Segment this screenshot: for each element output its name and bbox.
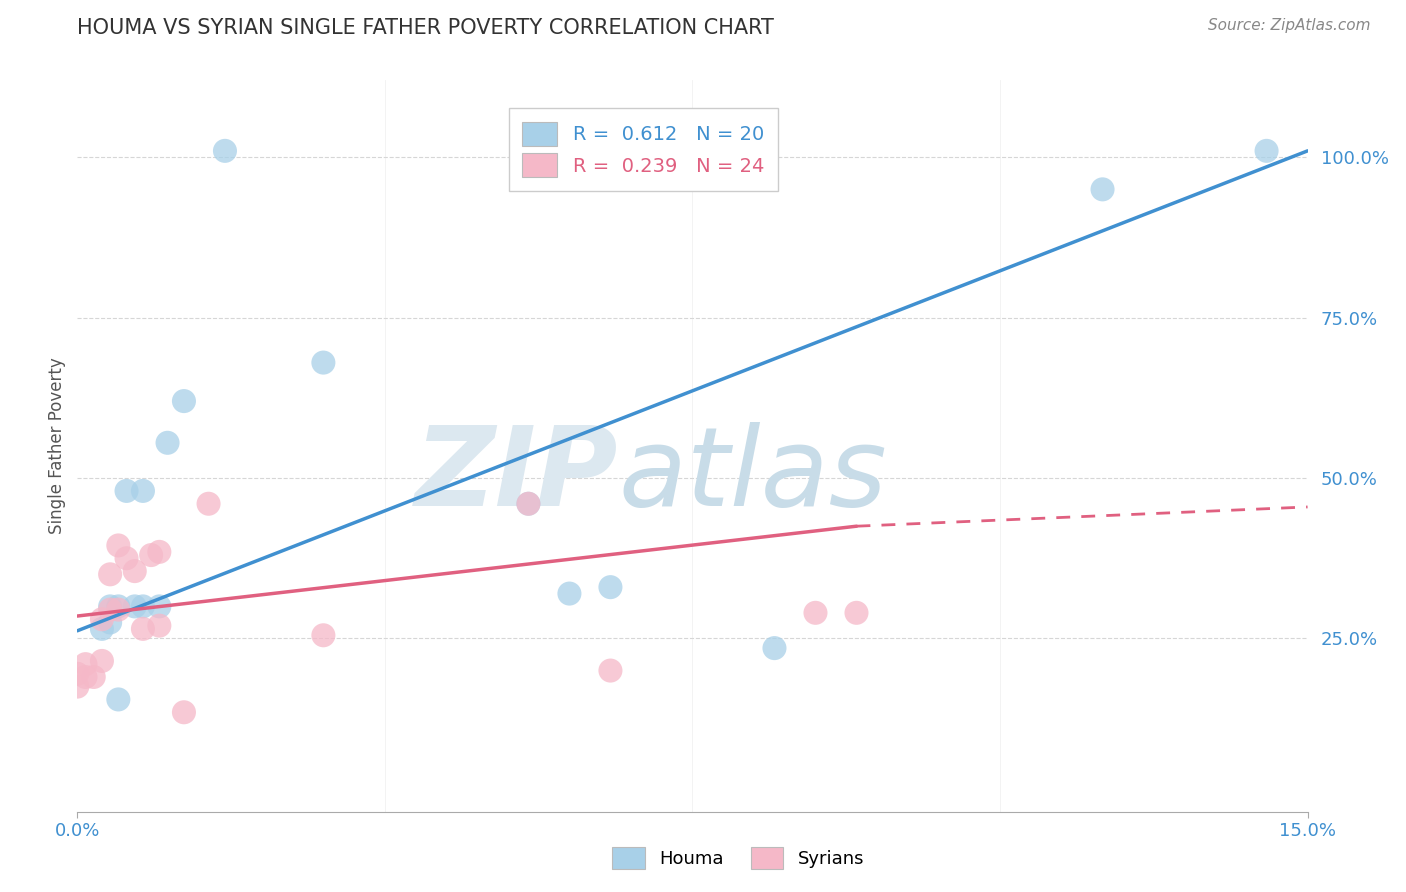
Point [83, 670, 105, 684]
Point [763, 641, 786, 656]
Point [1256, 144, 1278, 158]
Y-axis label: Single Father Poverty: Single Father Poverty [48, 358, 66, 534]
Point [98, 602, 121, 616]
Point [312, 628, 335, 642]
Point [115, 483, 138, 498]
Point [107, 602, 129, 616]
Point [75, 670, 97, 684]
Point [107, 599, 129, 614]
Text: atlas: atlas [619, 422, 887, 529]
Point [124, 599, 146, 614]
Point [98, 615, 121, 630]
Point [804, 606, 827, 620]
Point [132, 599, 155, 614]
Point [148, 545, 170, 559]
Point [66, 680, 89, 694]
Point [558, 586, 581, 600]
Point [312, 355, 335, 369]
Point [66, 666, 89, 681]
Point [845, 606, 868, 620]
Text: HOUMA VS SYRIAN SINGLE FATHER POVERTY CORRELATION CHART: HOUMA VS SYRIAN SINGLE FATHER POVERTY CO… [77, 18, 775, 37]
Point [107, 538, 129, 552]
Point [98, 599, 121, 614]
Point [197, 497, 219, 511]
Point [115, 551, 138, 566]
Point [90, 654, 114, 668]
Point [132, 483, 155, 498]
Point [173, 706, 195, 720]
Point [124, 564, 146, 578]
Point [107, 692, 129, 706]
Text: Source: ZipAtlas.com: Source: ZipAtlas.com [1208, 18, 1371, 33]
Point [599, 664, 621, 678]
Text: ZIP: ZIP [415, 422, 619, 529]
Point [141, 548, 163, 562]
Point [98, 567, 121, 582]
Legend: R =  0.612   N = 20, R =  0.239   N = 24: R = 0.612 N = 20, R = 0.239 N = 24 [509, 108, 778, 191]
Point [156, 435, 179, 450]
Point [90, 622, 114, 636]
Legend: Houma, Syrians: Houma, Syrians [603, 838, 873, 879]
Point [75, 657, 97, 672]
Point [214, 144, 236, 158]
Point [1091, 182, 1114, 196]
Point [90, 612, 114, 626]
Point [599, 580, 621, 594]
Point [148, 618, 170, 632]
Point [517, 497, 540, 511]
Point [517, 497, 540, 511]
Point [132, 622, 155, 636]
Point [148, 599, 170, 614]
Point [173, 394, 195, 409]
